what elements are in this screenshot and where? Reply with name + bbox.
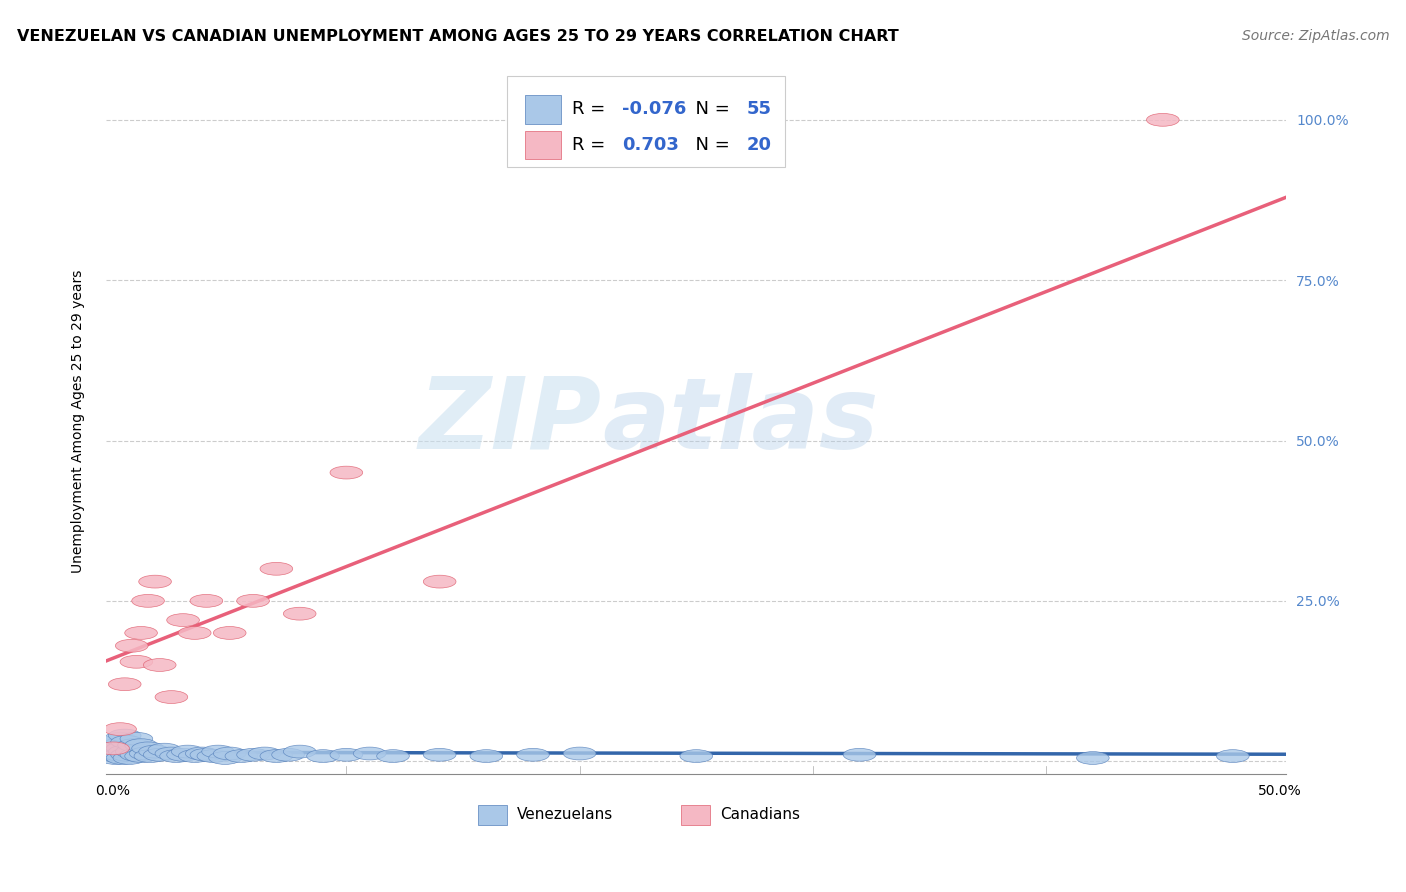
Ellipse shape — [167, 748, 200, 761]
Ellipse shape — [236, 594, 270, 607]
Text: atlas: atlas — [602, 373, 879, 470]
FancyBboxPatch shape — [681, 805, 710, 825]
Ellipse shape — [104, 748, 136, 761]
Text: N =: N = — [685, 136, 735, 153]
Ellipse shape — [423, 575, 456, 588]
Ellipse shape — [236, 748, 270, 761]
Ellipse shape — [271, 748, 304, 761]
Ellipse shape — [208, 752, 242, 764]
Text: -0.076: -0.076 — [621, 101, 686, 119]
Ellipse shape — [353, 747, 387, 760]
Ellipse shape — [1216, 749, 1249, 763]
Ellipse shape — [98, 752, 132, 764]
Ellipse shape — [249, 747, 281, 760]
Ellipse shape — [97, 742, 129, 755]
Text: Canadians: Canadians — [720, 807, 800, 822]
Ellipse shape — [125, 749, 157, 763]
Ellipse shape — [105, 752, 139, 764]
Ellipse shape — [377, 749, 409, 763]
Ellipse shape — [179, 626, 211, 640]
Ellipse shape — [214, 747, 246, 760]
Ellipse shape — [129, 747, 162, 760]
Ellipse shape — [284, 607, 316, 620]
Text: 55: 55 — [747, 101, 772, 119]
Ellipse shape — [167, 614, 200, 626]
Ellipse shape — [225, 749, 257, 763]
Text: R =: R = — [572, 136, 612, 153]
Ellipse shape — [120, 656, 153, 668]
Ellipse shape — [330, 748, 363, 761]
Ellipse shape — [132, 594, 165, 607]
Ellipse shape — [148, 743, 181, 756]
Ellipse shape — [260, 562, 292, 575]
Ellipse shape — [125, 739, 157, 752]
Ellipse shape — [214, 626, 246, 640]
FancyBboxPatch shape — [478, 805, 508, 825]
Ellipse shape — [101, 749, 134, 763]
Ellipse shape — [108, 678, 141, 690]
Ellipse shape — [516, 748, 550, 761]
Ellipse shape — [307, 749, 339, 763]
Ellipse shape — [139, 575, 172, 588]
Ellipse shape — [115, 640, 148, 652]
FancyBboxPatch shape — [524, 130, 561, 159]
Ellipse shape — [423, 748, 456, 761]
Text: R =: R = — [572, 101, 612, 119]
Ellipse shape — [844, 748, 876, 761]
Ellipse shape — [98, 736, 132, 748]
Ellipse shape — [120, 748, 153, 761]
Ellipse shape — [172, 745, 204, 758]
Ellipse shape — [101, 739, 134, 752]
Ellipse shape — [186, 747, 218, 760]
Ellipse shape — [112, 752, 146, 764]
Ellipse shape — [139, 745, 172, 758]
Ellipse shape — [97, 742, 129, 755]
Text: VENEZUELAN VS CANADIAN UNEMPLOYMENT AMONG AGES 25 TO 29 YEARS CORRELATION CHART: VENEZUELAN VS CANADIAN UNEMPLOYMENT AMON… — [17, 29, 898, 45]
Ellipse shape — [111, 748, 143, 761]
Text: N =: N = — [685, 101, 735, 119]
Text: ZIP: ZIP — [419, 373, 602, 470]
Ellipse shape — [111, 736, 143, 748]
Ellipse shape — [104, 723, 136, 736]
Ellipse shape — [330, 467, 363, 479]
Ellipse shape — [190, 594, 222, 607]
Ellipse shape — [470, 749, 503, 763]
Ellipse shape — [125, 626, 157, 640]
Ellipse shape — [143, 748, 176, 761]
Ellipse shape — [564, 747, 596, 760]
Ellipse shape — [134, 749, 167, 763]
Ellipse shape — [201, 745, 235, 758]
Text: 20: 20 — [747, 136, 772, 153]
Ellipse shape — [143, 658, 176, 672]
Ellipse shape — [681, 749, 713, 763]
Ellipse shape — [105, 742, 139, 755]
Ellipse shape — [108, 729, 141, 742]
Text: Source: ZipAtlas.com: Source: ZipAtlas.com — [1241, 29, 1389, 44]
Ellipse shape — [104, 732, 136, 745]
Ellipse shape — [197, 749, 229, 763]
Text: Venezuelans: Venezuelans — [517, 807, 613, 822]
Ellipse shape — [120, 732, 153, 745]
Ellipse shape — [284, 745, 316, 758]
Ellipse shape — [190, 748, 222, 761]
Ellipse shape — [155, 690, 188, 704]
Ellipse shape — [155, 747, 188, 760]
Ellipse shape — [118, 739, 150, 752]
Ellipse shape — [1077, 752, 1109, 764]
FancyBboxPatch shape — [508, 76, 785, 168]
Y-axis label: Unemployment Among Ages 25 to 29 years: Unemployment Among Ages 25 to 29 years — [72, 269, 86, 573]
Ellipse shape — [132, 742, 165, 755]
Text: 0.703: 0.703 — [621, 136, 679, 153]
Ellipse shape — [1146, 113, 1180, 127]
FancyBboxPatch shape — [524, 95, 561, 124]
Ellipse shape — [108, 745, 141, 758]
Ellipse shape — [160, 749, 193, 763]
Ellipse shape — [115, 745, 148, 758]
Ellipse shape — [179, 749, 211, 763]
Ellipse shape — [260, 749, 292, 763]
